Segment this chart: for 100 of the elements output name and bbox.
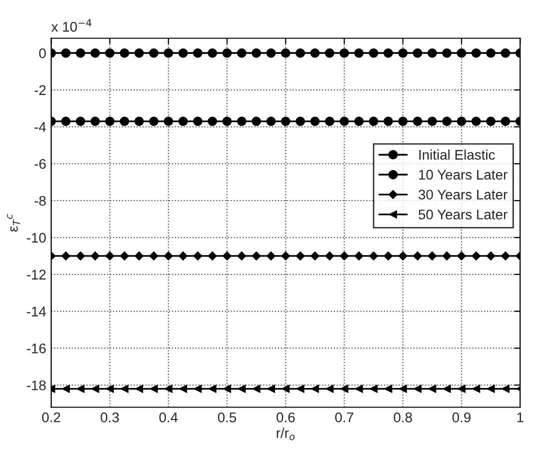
point — [369, 252, 378, 260]
point — [90, 48, 100, 58]
point — [368, 116, 378, 126]
point — [296, 252, 305, 260]
point — [134, 48, 144, 58]
y-tick-label: -16 — [26, 344, 46, 354]
point — [340, 384, 348, 393]
legend-label: 30 Years Later — [418, 190, 508, 200]
point — [324, 48, 334, 58]
point — [76, 384, 85, 393]
point — [384, 48, 393, 58]
point — [325, 252, 334, 260]
point — [237, 48, 246, 58]
point — [412, 48, 422, 58]
point — [296, 384, 304, 393]
point — [428, 252, 437, 260]
point — [414, 384, 422, 393]
legend-label: 50 Years Later — [418, 210, 508, 220]
point — [370, 384, 378, 393]
point — [368, 48, 378, 58]
point — [222, 48, 232, 58]
point — [428, 48, 437, 58]
point — [442, 252, 452, 260]
point — [149, 116, 158, 126]
point — [179, 384, 188, 393]
point — [91, 384, 100, 393]
point — [486, 116, 496, 126]
point — [193, 116, 202, 126]
point — [471, 116, 481, 126]
point — [252, 252, 261, 260]
x-tick-label: 0.6 — [276, 412, 295, 422]
point — [90, 116, 100, 126]
point — [501, 384, 510, 393]
point — [164, 384, 172, 393]
point — [90, 252, 100, 260]
point — [310, 384, 319, 393]
point — [193, 48, 202, 58]
point — [282, 384, 290, 393]
x-tick-label: 0.9 — [452, 412, 471, 422]
y-tick-label: -12 — [26, 270, 46, 280]
x-tick-label: 0.2 — [42, 412, 60, 422]
point — [237, 252, 246, 260]
point — [134, 252, 144, 260]
legend-label: Initial Elastic — [419, 150, 495, 160]
y-tick-label: 0 — [39, 48, 46, 58]
point — [120, 252, 129, 260]
point — [61, 116, 71, 126]
point — [164, 116, 174, 126]
point — [398, 384, 407, 393]
point — [178, 116, 188, 126]
point — [193, 252, 202, 260]
point — [149, 252, 158, 260]
point — [340, 252, 349, 260]
point — [105, 48, 115, 58]
point — [456, 48, 466, 58]
point — [135, 384, 144, 393]
point — [76, 116, 86, 126]
point — [296, 48, 306, 58]
point — [252, 384, 260, 393]
point — [237, 116, 246, 126]
point — [500, 116, 510, 126]
point — [472, 252, 481, 260]
point — [280, 116, 290, 126]
point — [354, 384, 363, 393]
y-tick-label: -6 — [34, 159, 46, 169]
point — [164, 252, 173, 260]
point — [310, 48, 320, 58]
point — [62, 384, 70, 393]
point — [149, 48, 158, 58]
point — [164, 48, 174, 58]
point — [398, 252, 408, 260]
point — [442, 116, 452, 126]
point — [354, 252, 364, 260]
x-tick-label: 0.4 — [159, 412, 178, 422]
point — [384, 384, 392, 393]
point — [486, 48, 496, 58]
point — [500, 48, 510, 58]
point — [501, 252, 510, 260]
point — [61, 48, 71, 58]
point — [178, 48, 188, 58]
point — [222, 252, 232, 260]
legend-label: 10 Years Later — [419, 170, 508, 180]
point — [486, 252, 496, 260]
point — [324, 116, 334, 126]
point — [458, 384, 466, 393]
x-axis-title: r/r$_{o}$ — [276, 428, 295, 440]
y-axis-title: ε$_{T}$$^{c}$ — [7, 214, 20, 232]
point — [76, 48, 86, 58]
point — [354, 116, 364, 126]
point — [120, 48, 130, 58]
point — [208, 252, 217, 260]
y-tick-label: -8 — [34, 196, 46, 206]
point — [266, 116, 276, 126]
x-tick-label: 1 — [517, 412, 524, 422]
point — [194, 384, 202, 393]
point — [428, 116, 437, 126]
y-tick-label: -18 — [26, 380, 46, 390]
point — [412, 116, 422, 126]
point — [326, 384, 334, 393]
point — [208, 384, 216, 393]
